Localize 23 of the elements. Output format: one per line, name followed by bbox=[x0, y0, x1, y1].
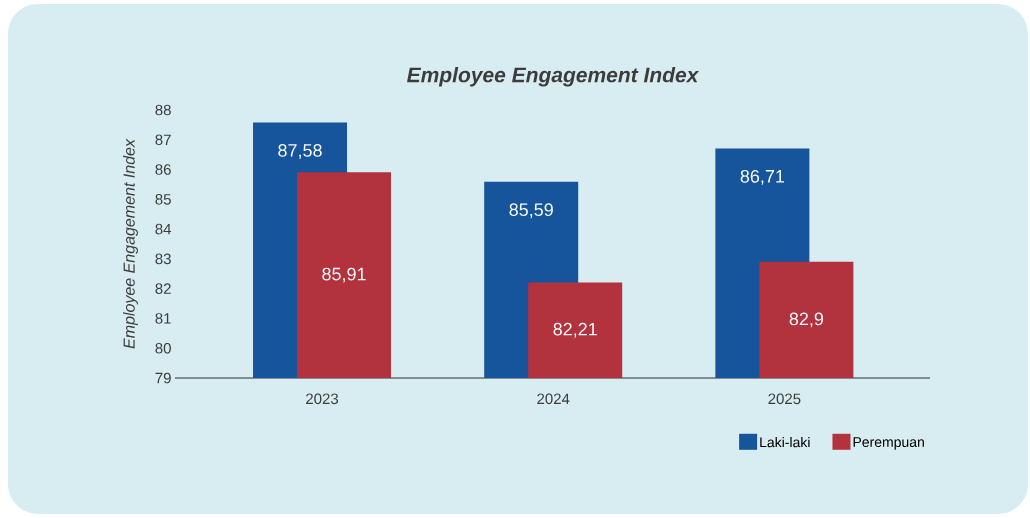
data-label: 87,58 bbox=[278, 144, 322, 159]
y-tick-label: 81 bbox=[155, 313, 171, 324]
data-label: 85,59 bbox=[509, 203, 553, 219]
y-tick-label: 88 bbox=[155, 104, 171, 116]
y-tick-label: 84 bbox=[155, 223, 172, 235]
y-tick-label: 83 bbox=[155, 253, 171, 265]
y-tick-label: 86 bbox=[155, 164, 171, 175]
y-tick-label: 82 bbox=[155, 283, 171, 294]
x-tick-label: 2023 bbox=[306, 393, 339, 405]
y-tick-label: 85 bbox=[155, 194, 171, 205]
y-tick-label: 79 bbox=[155, 372, 171, 384]
chart-title: Employee Engagement Index bbox=[407, 66, 700, 87]
y-axis-title: Employee Engagement Index bbox=[123, 138, 138, 349]
y-tick-label: 80 bbox=[155, 342, 171, 354]
data-label: 82,21 bbox=[553, 322, 597, 338]
y-tick-label: 87 bbox=[155, 134, 171, 146]
data-label: 86,71 bbox=[740, 169, 785, 185]
legend-label: Perempuan bbox=[853, 437, 924, 450]
data-label: 82,9 bbox=[789, 312, 824, 328]
x-tick-label: 2025 bbox=[768, 393, 801, 405]
x-tick-label: 2024 bbox=[537, 393, 570, 405]
data-label: 85,91 bbox=[322, 267, 366, 283]
legend-label: Laki-laki bbox=[760, 436, 810, 448]
